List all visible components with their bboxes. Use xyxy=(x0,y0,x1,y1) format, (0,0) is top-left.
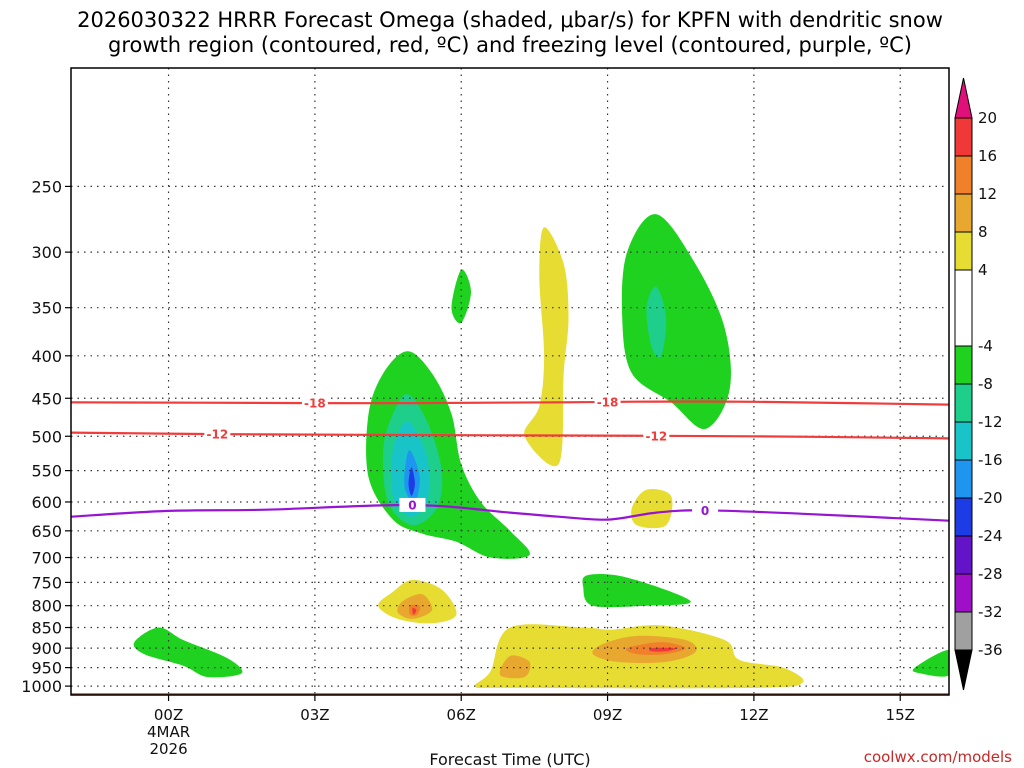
pressure-axis: 2503003504004505005506006507007508008509… xyxy=(21,177,71,696)
y-tick-label: 850 xyxy=(31,619,62,638)
omega-region-upward-upper-right xyxy=(621,214,731,430)
colorbar-bin xyxy=(954,155,973,195)
y-tick-label: 900 xyxy=(31,639,62,658)
chart-title-line1: 2026030322 HRRR Forecast Omega (shaded, … xyxy=(77,8,943,32)
x-axis-label: Forecast Time (UTC) xyxy=(429,750,590,768)
colorbar-label: -28 xyxy=(978,565,1003,583)
colorbar-label: 8 xyxy=(978,223,988,241)
colorbar-label: 12 xyxy=(978,185,997,203)
omega-region-upward-main-core xyxy=(408,467,415,496)
colorbar-label: 16 xyxy=(978,147,997,165)
grid xyxy=(71,68,949,695)
colorbar-bin xyxy=(954,421,973,461)
colorbar-top-triangle xyxy=(954,77,973,119)
omega-region-downward-low-small xyxy=(499,655,531,679)
colorbar-label: -12 xyxy=(978,413,1003,431)
colorbar-label: 4 xyxy=(978,261,988,279)
contour-line-0 xyxy=(71,503,949,522)
omega-region-downward-small xyxy=(631,489,673,529)
x-tick-label: 09Z xyxy=(593,706,622,724)
x-tick-label: 06Z xyxy=(447,706,476,724)
colorbar-bin xyxy=(954,611,973,651)
colorbar-label: 20 xyxy=(978,109,997,127)
y-tick-label: 300 xyxy=(31,243,62,262)
terrain-band xyxy=(71,693,949,695)
colorbar-bin xyxy=(954,459,973,499)
colorbar-bin xyxy=(954,383,973,423)
contour-label: -12 xyxy=(206,428,228,442)
contour-label-bg xyxy=(301,396,328,411)
y-tick-label: 400 xyxy=(31,347,62,366)
y-tick-label: 600 xyxy=(31,493,62,512)
y-tick-label: 550 xyxy=(31,462,62,481)
colorbar-bin xyxy=(954,345,973,385)
colorbar-bin xyxy=(954,497,973,537)
colorbar-label: -4 xyxy=(978,337,993,355)
terrain xyxy=(71,693,949,695)
y-tick-label: 500 xyxy=(31,427,62,446)
omega-shading xyxy=(133,214,949,689)
colorbar-bin xyxy=(954,269,973,347)
colorbar-label: -20 xyxy=(978,489,1003,507)
x-tick-label: 00Z xyxy=(154,706,183,724)
omega-region-downward-mid xyxy=(524,227,569,467)
omega-region-downward-low-left-core xyxy=(412,607,417,615)
temperature-contours: -18 -18 -12 -12 0 0 xyxy=(71,394,949,522)
y-tick-label: 650 xyxy=(31,522,62,541)
x-tick-year: 2026 xyxy=(149,740,187,758)
contour-label: 0 xyxy=(701,504,709,518)
colorbar-label: -32 xyxy=(978,603,1003,621)
contour-label: -12 xyxy=(645,429,667,443)
colorbar-bin xyxy=(954,117,973,157)
y-tick-label: 350 xyxy=(31,299,62,318)
colorbar: 20 16 12 8 4 -4 -8 -12 -16 -20 -24 -28 -32 -36 xyxy=(954,77,1003,691)
contour-line--18 xyxy=(71,400,949,406)
contour-label: -18 xyxy=(304,397,326,411)
omega-region-upward-mid-right xyxy=(582,574,691,608)
colorbar-bin xyxy=(954,573,973,613)
omega-region-upward-low-left xyxy=(133,627,243,678)
colorbar-label: -36 xyxy=(978,641,1003,659)
chart-title-line2: growth region (contoured, red, ºC) and f… xyxy=(108,33,912,57)
y-tick-label: 950 xyxy=(31,659,62,678)
y-tick-label: 450 xyxy=(31,389,62,408)
y-tick-label: 250 xyxy=(31,177,62,196)
contour-label-bg xyxy=(643,428,670,443)
colorbar-label: -8 xyxy=(978,375,993,393)
y-tick-label: 750 xyxy=(31,573,62,592)
colorbar-label: -16 xyxy=(978,451,1003,469)
contour-line--12 xyxy=(71,431,949,440)
omega-region-upward-low-right xyxy=(912,650,949,677)
colorbar-bottom-triangle xyxy=(954,649,973,691)
colorbar-bin xyxy=(954,231,973,271)
omega-region-upward-upper-right-2 xyxy=(646,286,667,358)
x-tick-label: 03Z xyxy=(300,706,329,724)
y-tick-label: 700 xyxy=(31,549,62,568)
plot-frame xyxy=(70,67,950,696)
contour-label: 0 xyxy=(408,498,416,512)
colorbar-bin xyxy=(954,535,973,575)
x-tick-date: 4MAR xyxy=(147,723,190,741)
colorbar-bin xyxy=(954,193,973,233)
contour-label-bg xyxy=(204,427,231,442)
x-tick-label: 15Z xyxy=(886,706,915,724)
credit-text: coolwx.com/models xyxy=(864,748,1012,766)
colorbar-label: -24 xyxy=(978,527,1003,545)
y-tick-label: 800 xyxy=(31,597,62,616)
x-tick-label: 12Z xyxy=(739,706,768,724)
contour-label-bg xyxy=(399,497,426,512)
contour-label-bg xyxy=(692,503,719,518)
contour-label-bg xyxy=(594,394,621,409)
y-tick-label: 1000 xyxy=(21,677,62,696)
contour-label: -18 xyxy=(597,395,619,409)
